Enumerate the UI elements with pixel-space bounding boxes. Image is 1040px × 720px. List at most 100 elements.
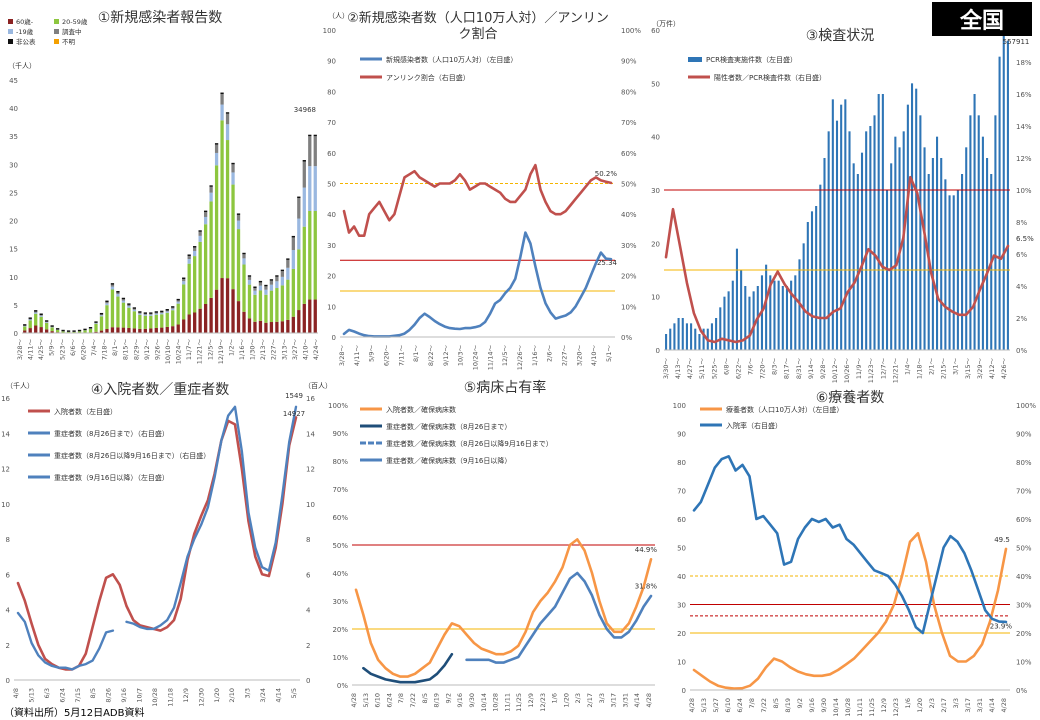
- bar: [740, 270, 743, 350]
- bar-segment: [313, 299, 317, 333]
- legend-label: 重症者数（8月26日まで）（右目盛）: [54, 429, 169, 438]
- bar-segment: [286, 267, 290, 280]
- legend-label: 重症者数／確保病床数（9月16日以降）: [386, 456, 511, 465]
- legend-label: 療養者数（人口10万人対）（左目盛）: [726, 405, 843, 414]
- x-tick-label: 10/12〜: [831, 358, 839, 384]
- bar-segment: [138, 328, 142, 333]
- y-tick-label: 100%: [328, 402, 348, 410]
- bar-segment: [231, 164, 235, 173]
- x-tick-label: 5/23〜: [58, 339, 66, 361]
- x-tick-label: 4/28: [688, 698, 696, 713]
- y-tick-label: 70: [327, 119, 336, 127]
- x-tick-label: 1/6: [551, 693, 559, 703]
- bar: [977, 115, 980, 350]
- legend-label: 入院者数（左目盛）: [54, 407, 117, 416]
- x-tick-label: 1/18〜: [916, 358, 924, 380]
- bar-segment: [253, 321, 257, 333]
- bar-top-marker: [45, 320, 49, 322]
- bar-segment: [264, 322, 268, 333]
- y-tick-label: 30: [651, 187, 660, 195]
- bar-segment: [214, 289, 219, 333]
- x-tick-label: 7/15: [74, 688, 82, 703]
- bar-segment: [149, 313, 153, 315]
- bar-segment: [242, 264, 246, 312]
- x-tick-label: 12/23: [892, 698, 900, 717]
- y-tick-label: 40: [327, 211, 336, 219]
- x-tick-label: 11/25: [515, 693, 523, 712]
- y-tick-label: 40: [9, 105, 18, 113]
- x-tick-label: 6/10: [724, 698, 732, 713]
- x-tick-label: 1/16〜: [238, 339, 246, 361]
- x-tick-label: 4/28: [1000, 698, 1008, 713]
- bar-segment: [302, 187, 306, 227]
- bar-segment: [198, 235, 202, 242]
- x-tick-label: 7/22: [409, 693, 417, 708]
- bar-segment: [45, 329, 49, 333]
- bar-segment: [154, 314, 158, 328]
- y-tick-label: 30%: [332, 598, 348, 606]
- bar-segment: [297, 198, 301, 219]
- bar-segment: [247, 318, 252, 333]
- y-tick-label: 10: [9, 274, 18, 282]
- bar-segment: [99, 315, 104, 317]
- x-tick-label: 6/20〜: [79, 339, 87, 361]
- bar-top-marker: [231, 162, 235, 165]
- bar: [840, 104, 843, 351]
- x-tick-label: 8/5: [772, 698, 780, 708]
- x-tick-label: 4/14: [275, 688, 283, 703]
- y2-tick-label: 8: [306, 536, 310, 544]
- y2-tick-label: 100%: [621, 27, 641, 35]
- x-tick-label: 11/25: [868, 698, 876, 717]
- chart-title: ⑥療養者数: [816, 389, 885, 406]
- annotation-label: 50.2%: [595, 170, 618, 178]
- bar-segment: [127, 307, 131, 328]
- bar-top-marker: [236, 213, 241, 215]
- bar: [752, 291, 755, 350]
- x-tick-label: 6/22〜: [734, 358, 742, 380]
- y-tick-label: 25: [9, 189, 18, 197]
- bar-segment: [291, 316, 295, 333]
- bar-segment: [149, 315, 153, 329]
- region-badge: 全国: [932, 2, 1032, 36]
- x-tick-label: 9/12〜: [143, 339, 151, 361]
- bar: [923, 147, 926, 350]
- bar-segment: [77, 331, 82, 333]
- bar-top-marker: [50, 325, 54, 327]
- y-tick-label: 90%: [332, 430, 348, 438]
- x-tick-label: 4/28: [645, 693, 653, 708]
- bar: [790, 280, 793, 350]
- x-tick-label: 9/16: [120, 688, 128, 703]
- bar: [731, 280, 734, 350]
- y-tick-label: 0: [656, 347, 660, 355]
- y-tick-label: 100: [323, 27, 336, 35]
- bar-segment: [105, 305, 109, 329]
- bar-segment: [83, 330, 87, 333]
- bar-segment: [149, 314, 153, 316]
- bar: [940, 158, 943, 350]
- y-tick-label: 50: [651, 80, 660, 88]
- x-tick-label: 6/24: [58, 688, 66, 703]
- bar-segment: [225, 113, 230, 125]
- bar: [681, 318, 684, 350]
- y-tick-label: 90: [327, 58, 336, 66]
- bar-segment: [176, 324, 180, 333]
- series-line-severe-late: [465, 571, 653, 664]
- bar-top-marker: [308, 134, 312, 137]
- y-tick-label: 40%: [332, 570, 348, 578]
- annotation-label: 557911: [1003, 38, 1030, 46]
- x-tick-label: 5/13: [27, 688, 35, 703]
- bar-segment: [176, 301, 180, 304]
- bar-segment: [171, 308, 175, 311]
- bar-top-marker: [286, 258, 290, 260]
- bar-top-marker: [253, 286, 257, 289]
- bar-segment: [143, 328, 147, 333]
- y-tick-label: 35: [9, 133, 18, 141]
- bar-segment: [308, 136, 312, 167]
- bar-top-marker: [34, 310, 38, 312]
- y-tick-label: 10: [651, 294, 660, 302]
- bar-segment: [264, 289, 268, 295]
- y-tick-label: 8: [6, 536, 10, 544]
- x-tick-label: 8/22〜: [427, 345, 435, 367]
- bar: [936, 136, 939, 350]
- bar-segment: [313, 210, 317, 300]
